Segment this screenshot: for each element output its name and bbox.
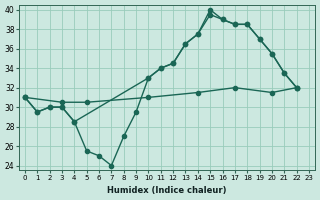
X-axis label: Humidex (Indice chaleur): Humidex (Indice chaleur)	[107, 186, 227, 195]
